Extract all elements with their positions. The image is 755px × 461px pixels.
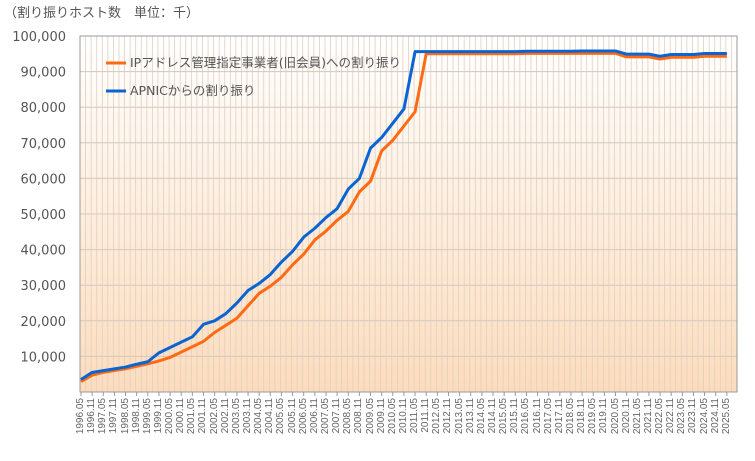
y-tick-label: 100,000 (12, 30, 66, 45)
x-tick-label: 1996.05 (75, 398, 86, 435)
x-tick-label: 2023.05 (676, 398, 688, 435)
x-tick-label: 2020.11 (620, 398, 632, 434)
x-tick-label: 2017.11 (553, 398, 565, 434)
x-tick-label: 2009.11 (375, 398, 387, 434)
x-tick-label: 1999.11 (152, 398, 164, 434)
x-tick-label: 2015.05 (498, 398, 510, 435)
x-tick-label: 2001.05 (186, 398, 198, 435)
x-tick-label: 2013.11 (464, 398, 476, 434)
plot-border (79, 35, 738, 393)
x-tick-label: 2004.11 (264, 398, 276, 434)
x-tick-label: 2006.05 (297, 398, 309, 435)
x-tick-label: 2005.11 (286, 398, 298, 434)
x-tick-label: 2010.11 (397, 398, 409, 434)
x-tick-label: 2020.05 (609, 398, 621, 435)
x-tick-label: 2009.05 (364, 398, 376, 435)
y-tick-label: 20,000 (21, 315, 67, 330)
x-tick-label: 2006.11 (308, 398, 320, 434)
x-tick-label: 1998.11 (130, 398, 142, 434)
x-tick-label: 2003.05 (230, 398, 242, 435)
x-tick-label: 1999.05 (141, 398, 153, 435)
chart-title: （割り振りホスト数 単位：千） (4, 6, 200, 21)
x-tick-label: 2011.11 (420, 398, 432, 433)
y-tick-label: 70,000 (21, 137, 67, 152)
y-tick-label: 30,000 (21, 279, 67, 294)
x-tick-label: 2023.11 (687, 398, 699, 434)
x-tick-label: 2022.11 (665, 398, 677, 434)
y-tick-label: 60,000 (21, 172, 67, 187)
x-tick-label: 2021.11 (642, 398, 654, 434)
x-tick-label: 2015.11 (509, 398, 521, 434)
legend-label: APNICからの割り振り (130, 83, 255, 98)
x-tick-label: 2005.05 (275, 398, 287, 435)
x-tick-label: 2018.05 (564, 398, 576, 435)
x-tick-label: 2014.11 (487, 398, 499, 434)
legend-label: IPアドレス管理指定事業者(旧会員)への割り振り (130, 55, 401, 70)
x-tick-label: 2008.05 (342, 398, 354, 435)
x-tick-label: 2016.11 (531, 398, 543, 434)
x-tick-label: 2012.05 (431, 398, 443, 435)
y-tick-label: 80,000 (21, 101, 67, 116)
x-tick-label: 2004.05 (253, 398, 265, 435)
x-tick-label: 2017.05 (542, 398, 554, 435)
x-tick-label: 2002.11 (219, 398, 231, 434)
x-tick-label: 2025.05 (720, 398, 732, 435)
x-tick-label: 1996.11 (86, 398, 98, 434)
x-tick-label: 2024.05 (698, 398, 710, 435)
x-tick-label: 1997.11 (108, 398, 120, 434)
x-tick-label: 2019.11 (598, 398, 610, 434)
x-tick-label: 2021.05 (631, 398, 643, 435)
x-tick-label: 2011.05 (409, 398, 421, 434)
x-tick-label: 2007.11 (331, 398, 343, 434)
x-tick-label: 2016.05 (520, 398, 532, 435)
y-tick-label: 50,000 (21, 208, 67, 223)
y-tick-label: 90,000 (21, 66, 67, 81)
y-tick-label: 10,000 (21, 350, 67, 365)
x-tick-label: 2014.05 (475, 398, 487, 435)
x-tick-label: 2008.11 (353, 398, 365, 434)
x-tick-label: 2000.11 (175, 398, 187, 434)
x-tick-label: 2000.05 (164, 398, 176, 435)
x-tick-label: 2013.05 (453, 398, 465, 435)
x-tick-label: 2002.05 (208, 398, 220, 435)
x-tick-label: 2010.05 (386, 398, 398, 435)
x-tick-label: 2022.05 (654, 398, 666, 435)
x-tick-label: 2001.11 (197, 398, 209, 434)
x-tick-label: 2024.11 (709, 398, 721, 434)
x-tick-label: 2018.11 (576, 398, 588, 434)
x-tick-label: 2007.05 (319, 398, 331, 435)
y-tick-label: 40,000 (21, 244, 67, 259)
x-tick-label: 1998.05 (119, 398, 131, 435)
x-tick-label: 1997.05 (97, 398, 109, 435)
x-tick-label: 2012.11 (442, 398, 454, 434)
x-tick-label: 2003.11 (242, 398, 254, 434)
x-tick-label: 2019.05 (587, 398, 599, 435)
